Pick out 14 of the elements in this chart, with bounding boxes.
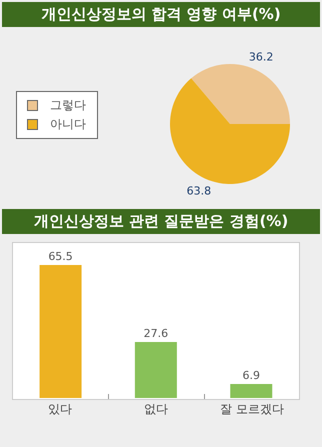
data-label: 65.5 xyxy=(48,250,73,263)
x-tick-label: 있다 xyxy=(47,401,73,418)
legend-label: 아니다 xyxy=(50,116,86,133)
pie-slice xyxy=(170,78,290,184)
chart-title: 개인신상정보 관련 질문받은 경험(%) xyxy=(2,209,320,234)
legend-label: 그렇다 xyxy=(50,97,86,114)
data-label: 27.6 xyxy=(144,326,168,340)
x-tick-label: 없다 xyxy=(143,401,169,418)
data-label: 6.9 xyxy=(242,368,260,382)
data-label: 63.8 xyxy=(186,184,212,198)
chart-title: 개인신상정보의 합격 영향 여부(%) xyxy=(2,2,320,27)
pie-slice xyxy=(191,64,290,124)
x-tick-label: 잘 모르겠다 xyxy=(219,401,285,418)
data-label: 36.2 xyxy=(248,50,274,64)
